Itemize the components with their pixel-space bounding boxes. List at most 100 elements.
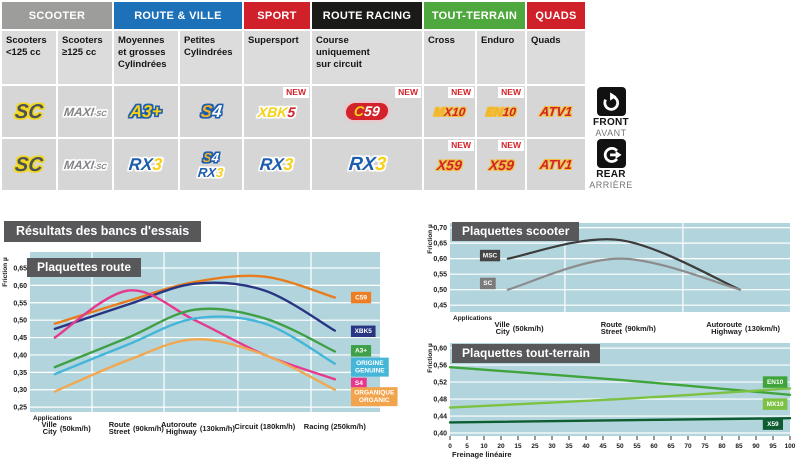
y-tick-label: 0,35 [13, 370, 27, 377]
new-badge: NEW [448, 140, 474, 151]
legend-A3+ [350, 345, 372, 357]
new-badge: NEW [283, 87, 309, 98]
product-cell-front: MAXI-SC [58, 86, 112, 137]
legend-label: MSC [483, 252, 498, 259]
logo-atv1: ATV1 [539, 104, 573, 119]
product-cell-front: S4 [180, 86, 242, 137]
logo-x59: X59 [436, 157, 463, 173]
legend-ORGANIQUE ORGANIC [350, 387, 398, 407]
logo-part: XBK [257, 103, 289, 120]
y-tick-label: 0,40 [433, 431, 447, 438]
product-cell-rear: MAXI-SC [58, 139, 112, 190]
y-tick-label: 0,65 [433, 241, 447, 248]
legend-S4 [350, 377, 367, 390]
x-category-label: Route [109, 420, 130, 429]
legend-EN10 [762, 376, 788, 388]
x-category-label: Circuit (180km/h) [234, 422, 295, 431]
x-category-label: Ville [42, 420, 57, 429]
product-cell-rear: SC [2, 139, 56, 190]
table-subheader: Cross [424, 31, 475, 84]
x-tick-label: 50 [616, 443, 624, 450]
x-tick-label: 100 [785, 443, 796, 450]
front-label: FRONT [593, 117, 629, 128]
logo-part: RX [197, 164, 218, 180]
table-subheader: Quads [527, 31, 585, 84]
legend-X59 [762, 418, 783, 430]
product-cell-front: NEW C59 [312, 86, 422, 137]
logo-s4: S4 [202, 149, 220, 165]
product-cell-front: NEW XBK5 [244, 86, 310, 137]
logo-sc: SC [14, 154, 44, 176]
plot-area [30, 252, 380, 412]
logo-maxisc: MAXI-SC [63, 158, 107, 172]
series-C59 [53, 274, 337, 325]
table-group-header: SPORT [244, 2, 310, 29]
chart-plaquettes-scooter: Plaquettes scooter 0,70 0,65 0,60 0,55 0,50 0… [425, 215, 800, 340]
logo-part: 59 [363, 103, 381, 119]
logo-part: RX [128, 155, 155, 174]
table-group-header: ROUTE & VILLE [114, 2, 242, 29]
legend-SC [479, 277, 496, 290]
logo-maxisc: MAXI-SC [63, 105, 107, 119]
x-tick-label: 0 [448, 443, 452, 450]
front-position-block: FRONT AVANT [588, 87, 634, 138]
logo-rx3: RX3 [197, 164, 225, 180]
legend-label: MX10 [767, 401, 784, 408]
y-tick-label: 0,60 [433, 256, 447, 263]
front-brake-disc-icon [596, 87, 626, 116]
arriere-label: ARRIÈRE [589, 180, 633, 190]
x-axis-label: Freinage linéaire [452, 450, 512, 459]
logo-c59: C59 [345, 103, 389, 120]
x-category-label: Street [109, 427, 131, 436]
x-tick-label: 20 [497, 443, 505, 450]
table-subheader: Petites Cylindrées [180, 31, 242, 84]
product-cell-rear: NEW X59 [424, 139, 475, 190]
product-cell-rear: S4 RX3 [180, 139, 242, 190]
x-category-label: City [43, 427, 58, 436]
y-tick-label: 0,60 [13, 283, 27, 290]
legend-label: X59 [767, 421, 779, 428]
chart-title-route: Plaquettes route [27, 258, 142, 277]
logo-atv1: ATV1 [539, 157, 573, 172]
legend-XBK5 [350, 325, 376, 338]
x-category-label: Route [601, 320, 622, 329]
product-cell-rear: RX3 [244, 139, 310, 190]
rear-label: REAR [596, 169, 626, 180]
legend-label: EN10 [767, 379, 784, 386]
y-tick-label: 0,60 [433, 346, 447, 353]
legend-label: ORIGINE [356, 360, 384, 367]
product-cell-rear: NEW X59 [477, 139, 525, 190]
results-header: Résultats des bancs d'essais [4, 221, 202, 242]
x-category-label: Highway [711, 327, 743, 336]
x-category-label: Highway [166, 427, 198, 436]
x-tick-label: 75 [701, 443, 709, 450]
x-tick-label: 15 [514, 443, 522, 450]
x-tick-label: 95 [769, 443, 777, 450]
logo-part: 3 [215, 164, 225, 180]
x-category-speed: (90km/h) [625, 324, 656, 333]
x-category-speed: (50km/h) [513, 324, 544, 333]
legend-label: XBK5 [355, 328, 373, 335]
series-ORIGINE GENUINE [53, 315, 337, 376]
legend-label: ORGANIQUE [354, 390, 395, 397]
product-cell-front: ATV1 [527, 86, 585, 137]
logo-part: 10 [501, 104, 517, 119]
product-cell-front: SC [2, 86, 56, 137]
x-tick-label: 30 [548, 443, 556, 450]
legend-label: A3+ [355, 348, 367, 355]
y-tick-label: 0,55 [13, 300, 27, 307]
table-subheader: Moyennes et grosses Cylindrées [114, 31, 178, 84]
series-A3+ [53, 307, 337, 369]
product-cell-rear: RX3 [312, 139, 422, 190]
legend-MSC [479, 249, 501, 262]
product-cell-rear: ATV1 [527, 139, 585, 190]
chart-title-scooter: Plaquettes scooter [452, 222, 580, 241]
logo-part: EN [485, 104, 504, 119]
new-badge: NEW [498, 87, 524, 98]
y-tick-label: 0,45 [433, 303, 447, 310]
legend-label: C59 [355, 294, 367, 301]
logo-part: 4 [210, 149, 220, 165]
logo-part: ATV1 [539, 104, 573, 119]
product-selection-table: SCOOTER ROUTE & VILLE SPORT ROUTE RACING TOU… [2, 2, 585, 190]
